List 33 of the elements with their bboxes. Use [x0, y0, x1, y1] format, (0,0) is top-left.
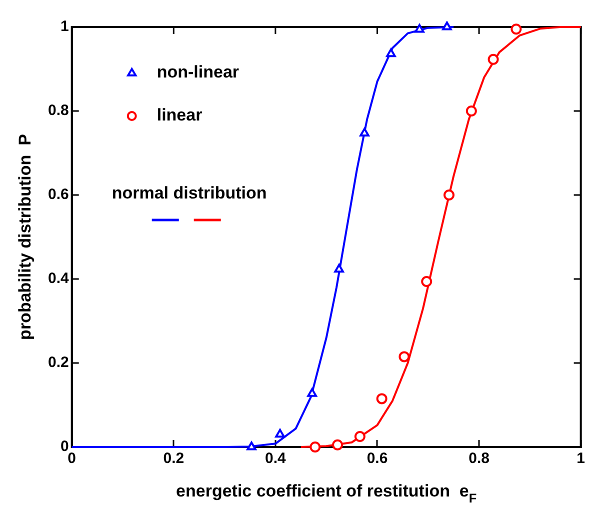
point — [510, 24, 522, 35]
x-tick-label: 0.2 — [163, 450, 184, 468]
point — [334, 264, 344, 273]
point — [421, 276, 432, 288]
y-tick-label: 0.2 — [48, 354, 69, 372]
point — [275, 428, 285, 438]
legend-label: linear — [156, 106, 203, 125]
point — [376, 393, 388, 404]
point — [466, 106, 477, 116]
point — [398, 351, 410, 362]
y-tick-label: 0.6 — [48, 186, 69, 204]
y-tick-label: 1 — [60, 18, 69, 36]
x-tick-label: 0.6 — [366, 450, 388, 468]
point — [442, 22, 452, 30]
point — [360, 128, 370, 137]
point — [488, 54, 499, 65]
y-tick-label: 0.8 — [48, 102, 69, 120]
x-tick-label: 0.8 — [468, 450, 490, 468]
legend-label: non-linear — [156, 62, 240, 82]
point — [354, 431, 366, 442]
point — [246, 442, 256, 450]
point — [386, 48, 396, 58]
point — [332, 439, 344, 450]
point — [307, 388, 317, 397]
y-tick-label: 0.4 — [48, 270, 70, 288]
y-axis-title: probability distribution P — [16, 134, 35, 340]
point — [414, 24, 424, 33]
x-tick-label: 0.4 — [265, 450, 287, 468]
y-tick-label: 0 — [60, 438, 69, 456]
annotation: normal distribution — [112, 184, 267, 203]
point — [444, 190, 455, 200]
x-tick-label: 1 — [576, 450, 585, 468]
point — [310, 442, 321, 452]
